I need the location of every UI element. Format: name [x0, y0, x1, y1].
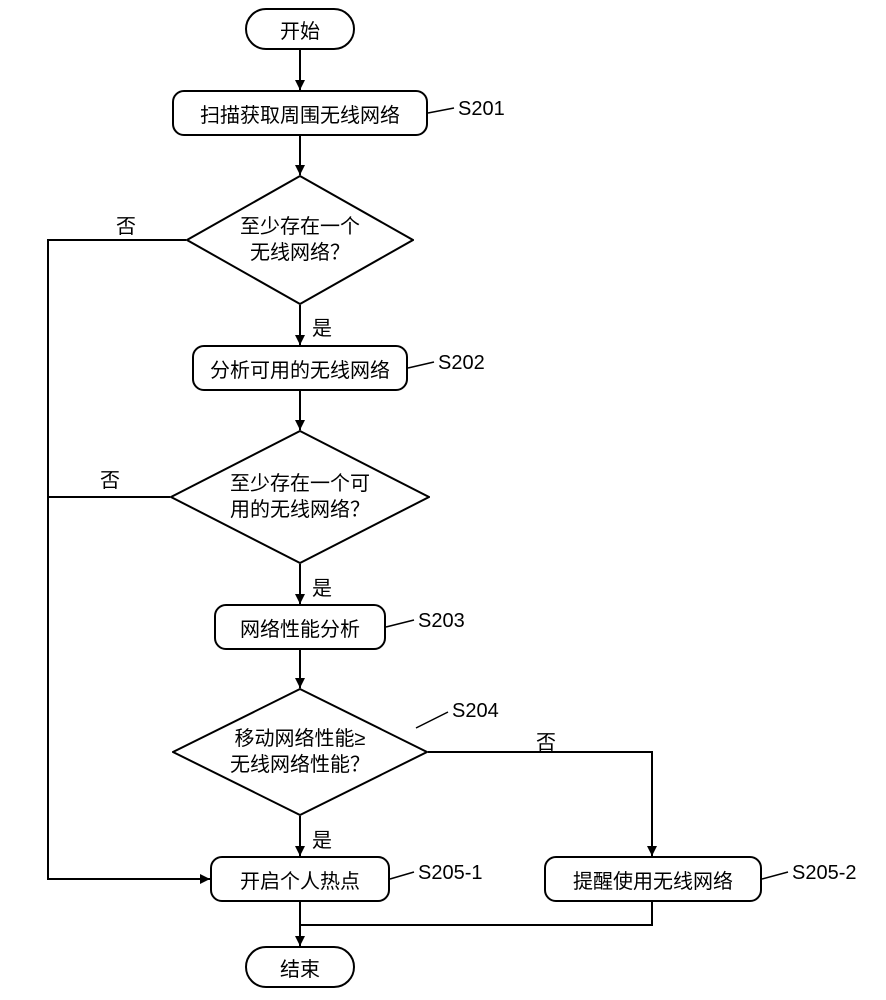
process-s205-2-label: 提醒使用无线网络: [573, 865, 733, 894]
label-s202: S202: [438, 352, 485, 375]
flowchart-canvas: 开始 扫描获取周围无线网络 至少存在一个无线网络？ 分析可用的无线网络 至少存在…: [0, 0, 886, 1000]
process-s201-label: 扫描获取周围无线网络: [200, 99, 400, 128]
edge-label-d1-yes: 是: [312, 312, 332, 341]
decision-d3: 移动网络性能≥无线网络性能？: [172, 688, 428, 816]
decision-d2-label: 至少存在一个可用的无线网络？: [170, 430, 430, 564]
process-s205-2: 提醒使用无线网络: [544, 856, 762, 902]
label-s203: S203: [418, 610, 465, 633]
process-s203: 网络性能分析: [214, 604, 386, 650]
decision-d1-label: 至少存在一个无线网络？: [186, 175, 414, 305]
process-s205-1-label: 开启个人热点: [240, 865, 360, 894]
process-s201: 扫描获取周围无线网络: [172, 90, 428, 136]
label-s205-1: S205-1: [418, 862, 483, 885]
decision-d2: 至少存在一个可用的无线网络？: [170, 430, 430, 564]
label-s204: S204: [452, 700, 499, 723]
edge-label-d3-yes: 是: [312, 824, 332, 853]
process-s202-label: 分析可用的无线网络: [210, 354, 390, 383]
process-s205-1: 开启个人热点: [210, 856, 390, 902]
edge-label-d2-no: 否: [100, 464, 120, 493]
end-node: 结束: [245, 946, 355, 988]
edge-label-d2-yes: 是: [312, 572, 332, 601]
decision-d1: 至少存在一个无线网络？: [186, 175, 414, 305]
label-s201: S201: [458, 98, 505, 121]
start-node: 开始: [245, 8, 355, 50]
edge-label-d3-no: 否: [536, 726, 556, 755]
label-s205-2: S205-2: [792, 862, 857, 885]
end-label: 结束: [280, 953, 320, 982]
connectors-layer: [0, 0, 886, 1000]
process-s203-label: 网络性能分析: [240, 613, 360, 642]
edge-label-d1-no: 否: [116, 210, 136, 239]
process-s202: 分析可用的无线网络: [192, 345, 408, 391]
decision-d3-label: 移动网络性能≥无线网络性能？: [172, 688, 428, 816]
start-label: 开始: [280, 15, 320, 44]
